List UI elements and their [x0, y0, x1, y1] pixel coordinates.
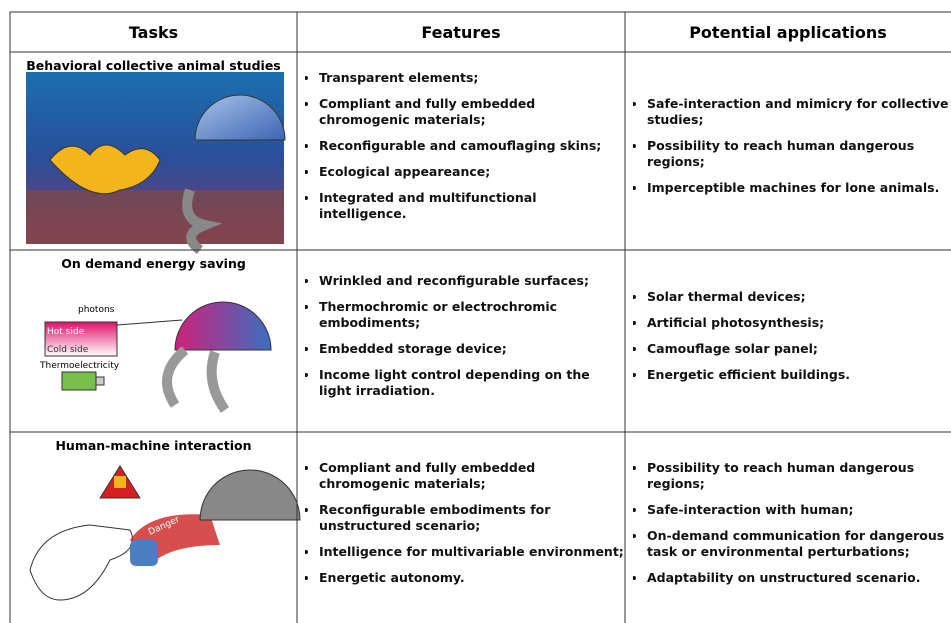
application-item: Possibility to reach human dangerous reg… — [647, 460, 951, 492]
illustration-label: photons — [78, 305, 115, 315]
applications-cell: Possibility to reach human dangerous reg… — [633, 432, 951, 623]
column-header: Tasks — [128, 22, 179, 42]
application-item: Safe-interaction and mimicry for collect… — [647, 96, 951, 128]
applications-cell: Solar thermal devices; Artificial photosy… — [633, 250, 951, 432]
application-item: Artificial photosynthesis; — [647, 315, 850, 331]
feature-item: Ecological appeareance; — [319, 164, 625, 180]
table-grid — [9, 11, 951, 623]
feature-item: Transparent elements; — [319, 70, 625, 86]
task-title: Behavioral collective animal studies — [26, 58, 281, 73]
applications-list: Possibility to reach human dangerous reg… — [633, 460, 951, 596]
applications-list: Solar thermal devices; Artificial photosy… — [633, 289, 850, 393]
feature-item: Energetic autonomy. — [319, 570, 625, 586]
illustration-human: Danger — [29, 465, 301, 601]
application-item: Camouflage solar panel; — [647, 341, 850, 357]
feature-item: Integrated and multifunctional intellige… — [319, 190, 625, 222]
features-cell: Wrinkled and reconfigurable surfaces; The… — [305, 250, 625, 432]
illustration-reef — [26, 72, 286, 254]
feature-item: Reconfigurable and camouflaging skins; — [319, 138, 625, 154]
features-cell: Transparent elements; Compliant and fully… — [305, 52, 625, 250]
task-title: Human-machine interaction — [55, 438, 252, 453]
application-item: Adaptability on unstructured scenario. — [647, 570, 951, 586]
application-item: Imperceptible machines for lone animals. — [647, 180, 951, 196]
applications-list: Safe-interaction and mimicry for collect… — [633, 96, 951, 206]
features-list: Compliant and fully embedded chromogenic… — [305, 460, 625, 596]
task-title: On demand energy saving — [61, 256, 246, 271]
application-item: Safe-interaction with human; — [647, 502, 951, 518]
illustration-energy: photons Hot side Cold side Thermoelectri… — [39, 301, 272, 413]
feature-item: Compliant and fully embedded chromogenic… — [319, 96, 625, 128]
features-list: Wrinkled and reconfigurable surfaces; The… — [305, 273, 625, 409]
application-item: Energetic efficient buildings. — [647, 367, 850, 383]
feature-item: Income light control depending on the li… — [319, 367, 625, 399]
features-cell: Compliant and fully embedded chromogenic… — [305, 432, 625, 623]
feature-item: Intelligence for multivariable environme… — [319, 544, 625, 560]
application-item: Solar thermal devices; — [647, 289, 850, 305]
feature-item: Reconfigurable embodiments for unstructu… — [319, 502, 625, 534]
column-header: Potential applications — [689, 22, 887, 42]
feature-item: Wrinkled and reconfigurable surfaces; — [319, 273, 625, 289]
application-item: On-demand communication for dangerous ta… — [647, 528, 951, 560]
application-item: Possibility to reach human dangerous reg… — [647, 138, 951, 170]
illustration-label: Hot side — [47, 327, 85, 337]
feature-item: Embedded storage device; — [319, 341, 625, 357]
feature-item: Compliant and fully embedded chromogenic… — [319, 460, 625, 492]
feature-item: Thermochromic or electrochromic embodime… — [319, 299, 625, 331]
applications-cell: Safe-interaction and mimicry for collect… — [633, 52, 951, 250]
illustration-label: Thermoelectricity — [39, 361, 120, 371]
column-header: Features — [421, 22, 501, 42]
illustration-label: Cold side — [47, 345, 89, 355]
features-list: Transparent elements; Compliant and fully… — [305, 70, 625, 232]
